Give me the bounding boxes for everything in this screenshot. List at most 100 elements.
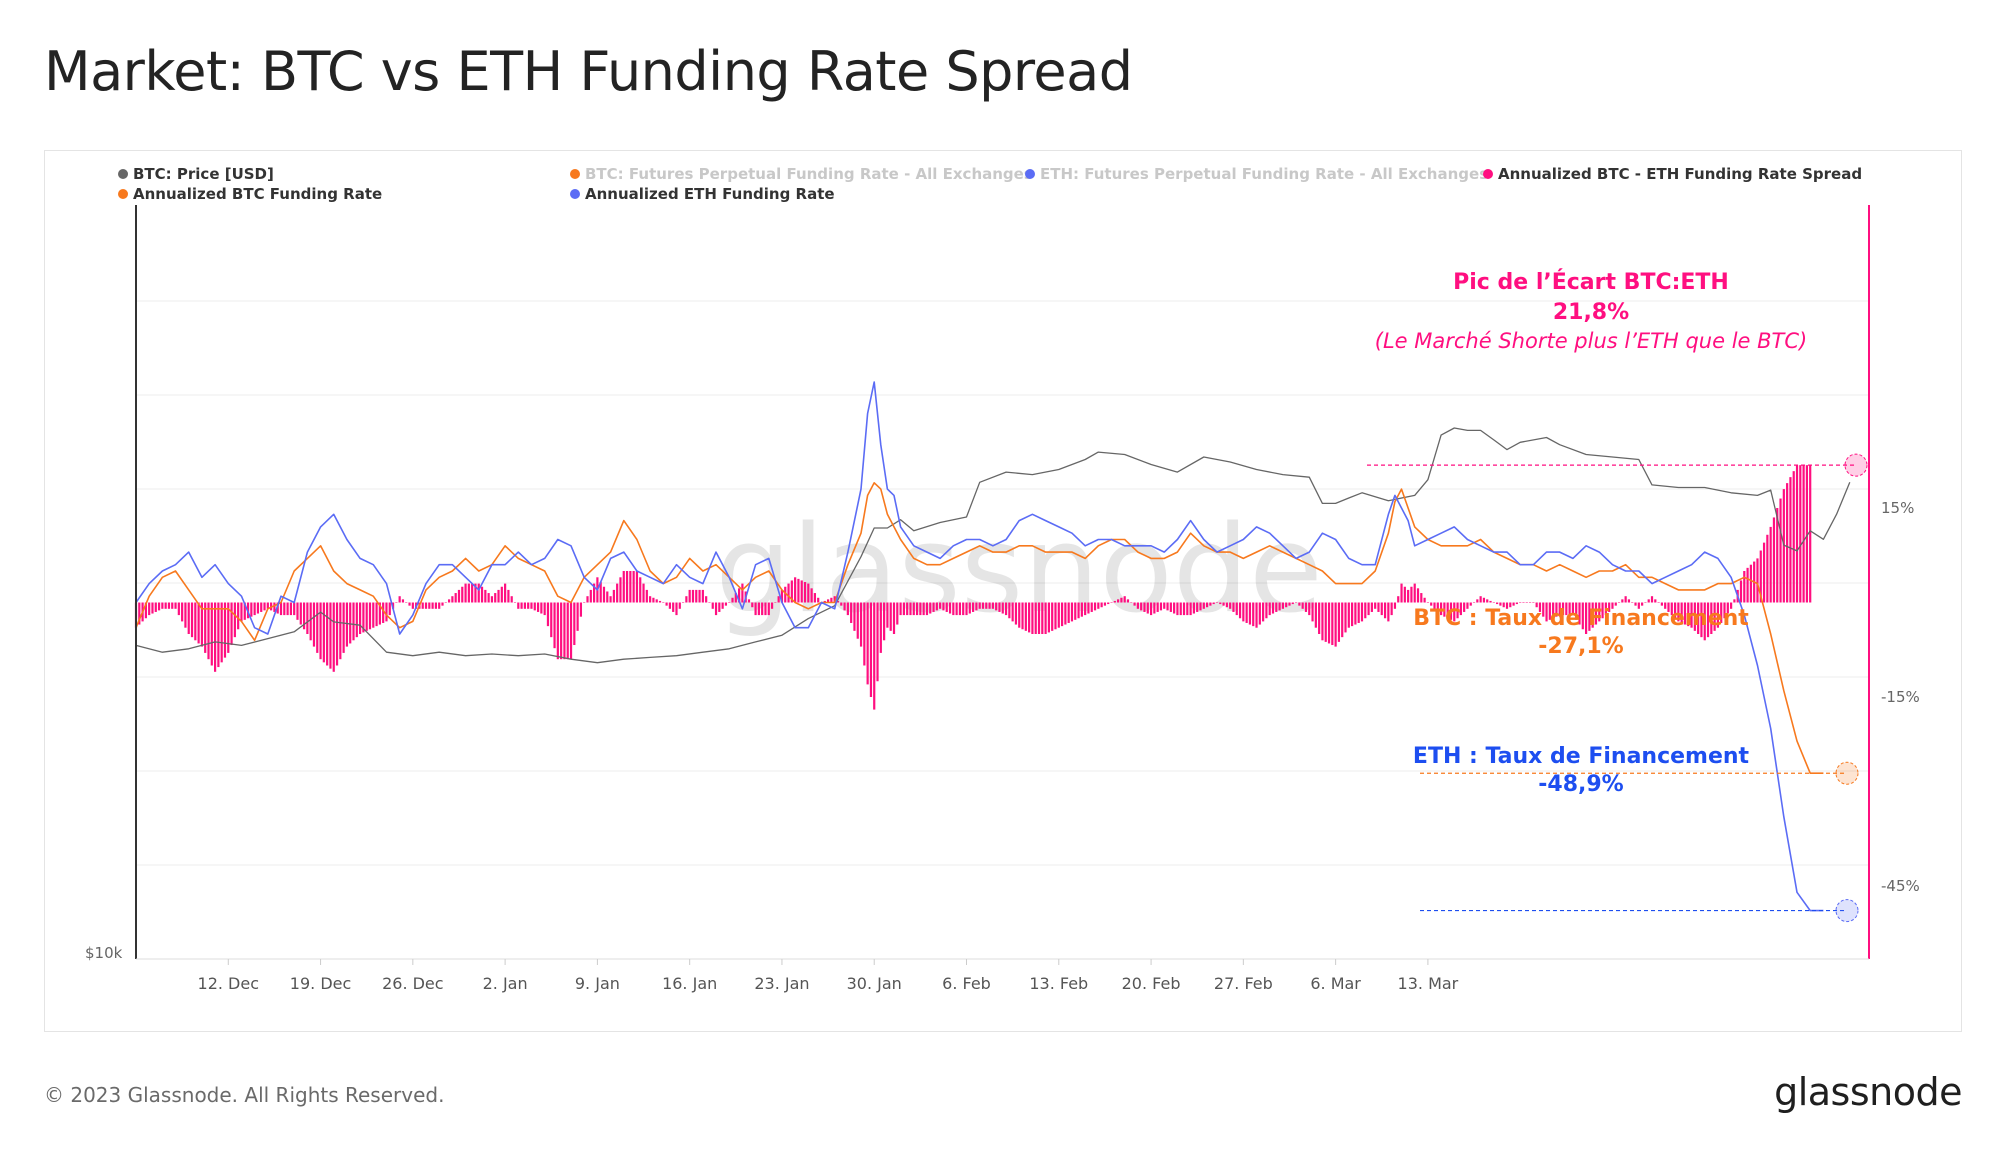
spread-bar [1611,602,1614,609]
x-tick-label: 27. Feb [1214,974,1273,993]
spread-bar [167,602,171,609]
spread-bar [1334,602,1337,647]
spread-bar [349,602,352,644]
spread-bar [461,586,464,603]
spread-bar [217,602,220,668]
spread-bar [138,602,141,625]
spread-bar [718,602,721,612]
spread-bar [1192,602,1196,614]
spread-bar [873,602,876,710]
spread-bar [237,602,240,630]
spread-bar [1337,602,1341,642]
spread-bar [151,602,154,614]
spread-bar [1044,602,1047,634]
spread-bar [978,602,981,609]
spread-bar [1779,498,1782,603]
spread-bar [1552,602,1555,619]
spread-bar [925,602,929,616]
spread-bar [622,571,625,603]
spread-bar [359,602,362,634]
spread-bar [1001,602,1004,614]
spread-bar [790,580,793,603]
spread-bar [1769,526,1772,603]
spread-bar [807,583,810,603]
spread-bar [434,602,438,609]
spread-bar [378,602,381,625]
spread-bar [223,602,227,658]
spread-bar [375,602,378,627]
spread-bar [1627,599,1631,603]
spread-bar [902,602,905,616]
spread-bar [866,602,869,685]
spread-bar [583,602,586,603]
spread-bar [1519,602,1522,603]
spread-bar [1347,602,1350,628]
spread-bar [527,602,530,609]
spread-bar [220,602,223,663]
spread-bar [388,602,391,616]
spread-annotation-marker [1844,453,1868,477]
spread-bar [1341,602,1344,638]
spread-bar [1809,465,1812,603]
spread-bar [645,589,648,603]
spread-bar [797,578,800,603]
x-tick-label: 6. Feb [942,974,991,993]
x-tick-label: 9. Jan [575,974,620,993]
spread-bar [1660,602,1663,606]
spread-bar [606,591,609,603]
spread-bar [164,602,167,609]
legend: BTC: Price [USD] BTC: Futures Perpetual F… [118,165,1862,203]
spread-bar [250,602,253,617]
spread-bar [302,602,306,630]
spread-bar [1367,602,1370,616]
annotations: Pic de l’Écart BTC:ETH 21,8% (Le Marché Sh… [1367,269,1868,923]
spread-bar [968,602,971,614]
spread-bar [1690,602,1693,628]
spread-bar [1018,602,1021,628]
spread-bar [912,602,915,616]
spread-bar [1051,602,1054,631]
spread-bar [1591,602,1594,628]
spread-bar [1420,593,1423,603]
spread-bar [520,602,523,609]
spread-bar [1795,465,1799,603]
spread-bar [1179,602,1182,616]
spread-bar [714,602,718,616]
spread-bar [1657,602,1660,603]
spread-bar [1324,602,1327,642]
spread-bar [230,602,233,646]
spread-bar [372,602,375,628]
spread-bar [1436,602,1439,612]
spread-bar [540,602,543,614]
spread-bar [1238,602,1242,619]
spread-bar [850,602,853,623]
spread-bar [1374,602,1377,609]
spread-bar [1772,517,1776,603]
spread-bar [204,602,207,653]
eth-annotation-title: ETH : Taux de Financement [1413,744,1750,769]
spread-bar [932,602,935,612]
spread-bar [1667,602,1670,612]
spread-bar [681,602,685,603]
spread-bar [1304,602,1308,612]
spread-bar [467,583,470,603]
spread-bar [632,571,635,603]
spread-bar [1509,602,1512,608]
spread-bar [243,602,246,620]
spread-bar [655,599,658,603]
spread-bar [504,583,507,603]
spread-bar [1123,596,1126,603]
spread-bar [935,602,938,611]
spread-bar [1281,602,1284,609]
spread-bar [382,602,385,623]
spread-bar [899,602,902,616]
spread-bar [1568,602,1571,616]
spread-bar [1011,602,1014,622]
spread-bar [365,602,368,631]
spread-bar [698,589,701,603]
spread-annotation-title: Pic de l’Écart BTC:ETH [1453,269,1729,295]
legend-label: ETH: Futures Perpetual Funding Rate - Al… [1040,165,1488,183]
spread-bar [385,602,388,622]
spread-bar [642,583,645,603]
spread-bar [747,599,751,603]
